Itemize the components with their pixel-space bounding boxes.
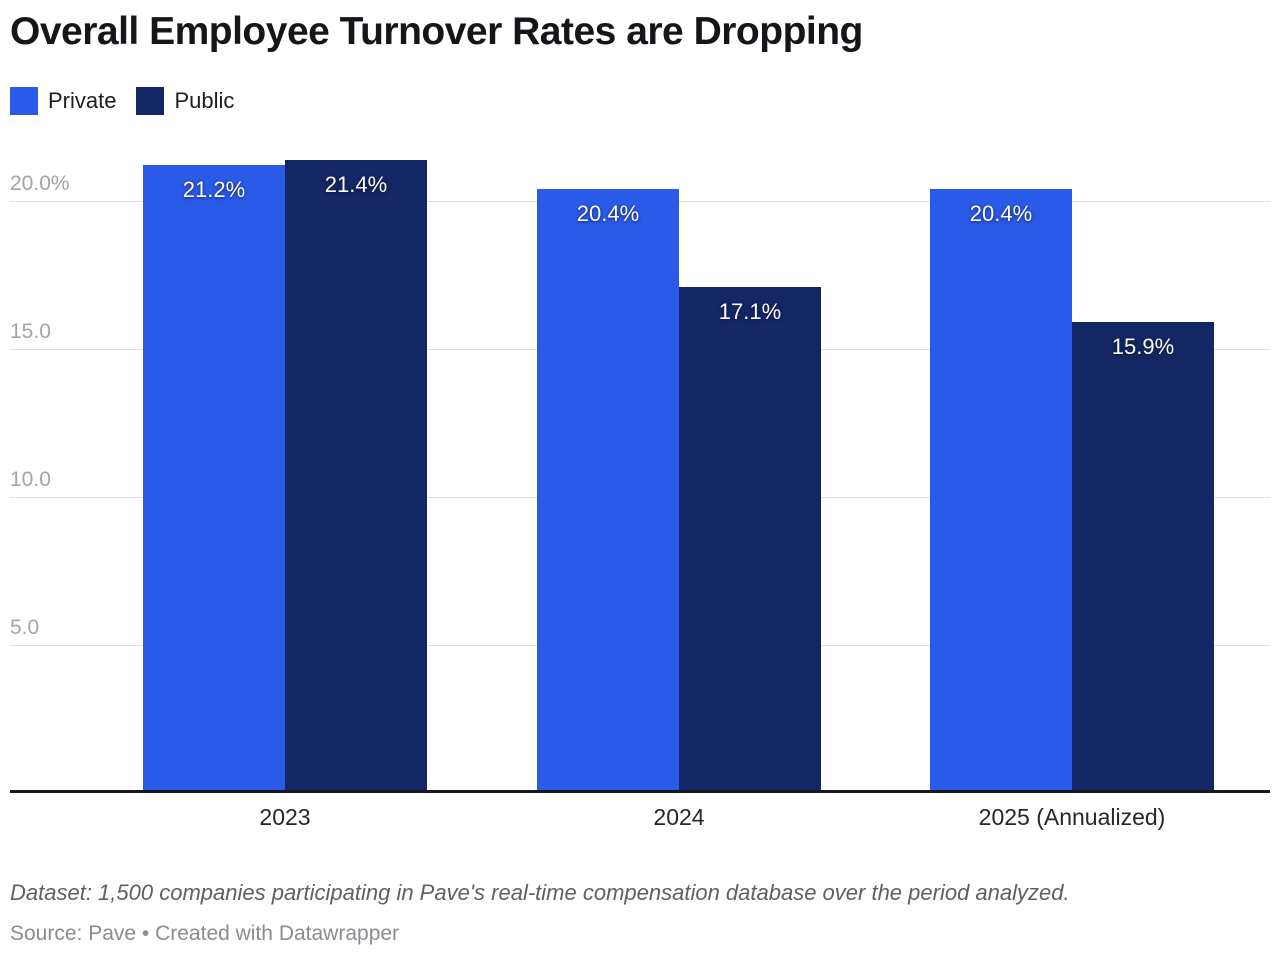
bar-public-2023: 21.4%	[285, 159, 427, 790]
bar-public-2025 (Annualized): 15.9%	[1072, 322, 1214, 790]
legend-item-public: Public	[136, 87, 234, 115]
bar-private-2023: 21.2%	[143, 165, 285, 790]
bar-private-2024: 20.4%	[537, 189, 679, 790]
source-line: Source: Pave • Created with Datawrapper	[10, 922, 400, 945]
x-axis-label: 2023	[259, 804, 311, 830]
legend-label-private: Private	[48, 88, 117, 113]
bar-private-2025 (Annualized): 20.4%	[930, 189, 1072, 790]
bar-value-label: 21.2%	[182, 177, 246, 203]
x-axis-line	[10, 790, 1270, 793]
legend-label-public: Public	[174, 88, 235, 113]
y-tick-label: 5.0	[10, 616, 40, 639]
bar-value-label: 20.4%	[969, 201, 1033, 227]
legend-swatch	[136, 87, 165, 115]
y-tick-label: 10.0	[10, 468, 51, 491]
chart-title: Overall Employee Turnover Rates are Drop…	[10, 10, 863, 53]
legend-swatch	[10, 87, 38, 115]
dataset-note: Dataset: 1,500 companies participating i…	[10, 880, 1070, 905]
legend-item-private: Private	[10, 87, 116, 115]
x-axis-label: 2025 (Annualized)	[978, 804, 1166, 830]
y-tick-label: 20.0%	[10, 172, 70, 195]
bar-public-2024: 17.1%	[679, 286, 821, 790]
y-tick-label: 15.0	[10, 320, 51, 343]
bar-value-label: 17.1%	[718, 298, 782, 324]
x-axis-label: 2024	[653, 804, 705, 830]
bar-value-label: 21.4%	[324, 171, 388, 197]
bar-value-label: 20.4%	[576, 201, 640, 227]
legend: Private Public	[10, 87, 254, 115]
bar-value-label: 15.9%	[1111, 334, 1175, 360]
